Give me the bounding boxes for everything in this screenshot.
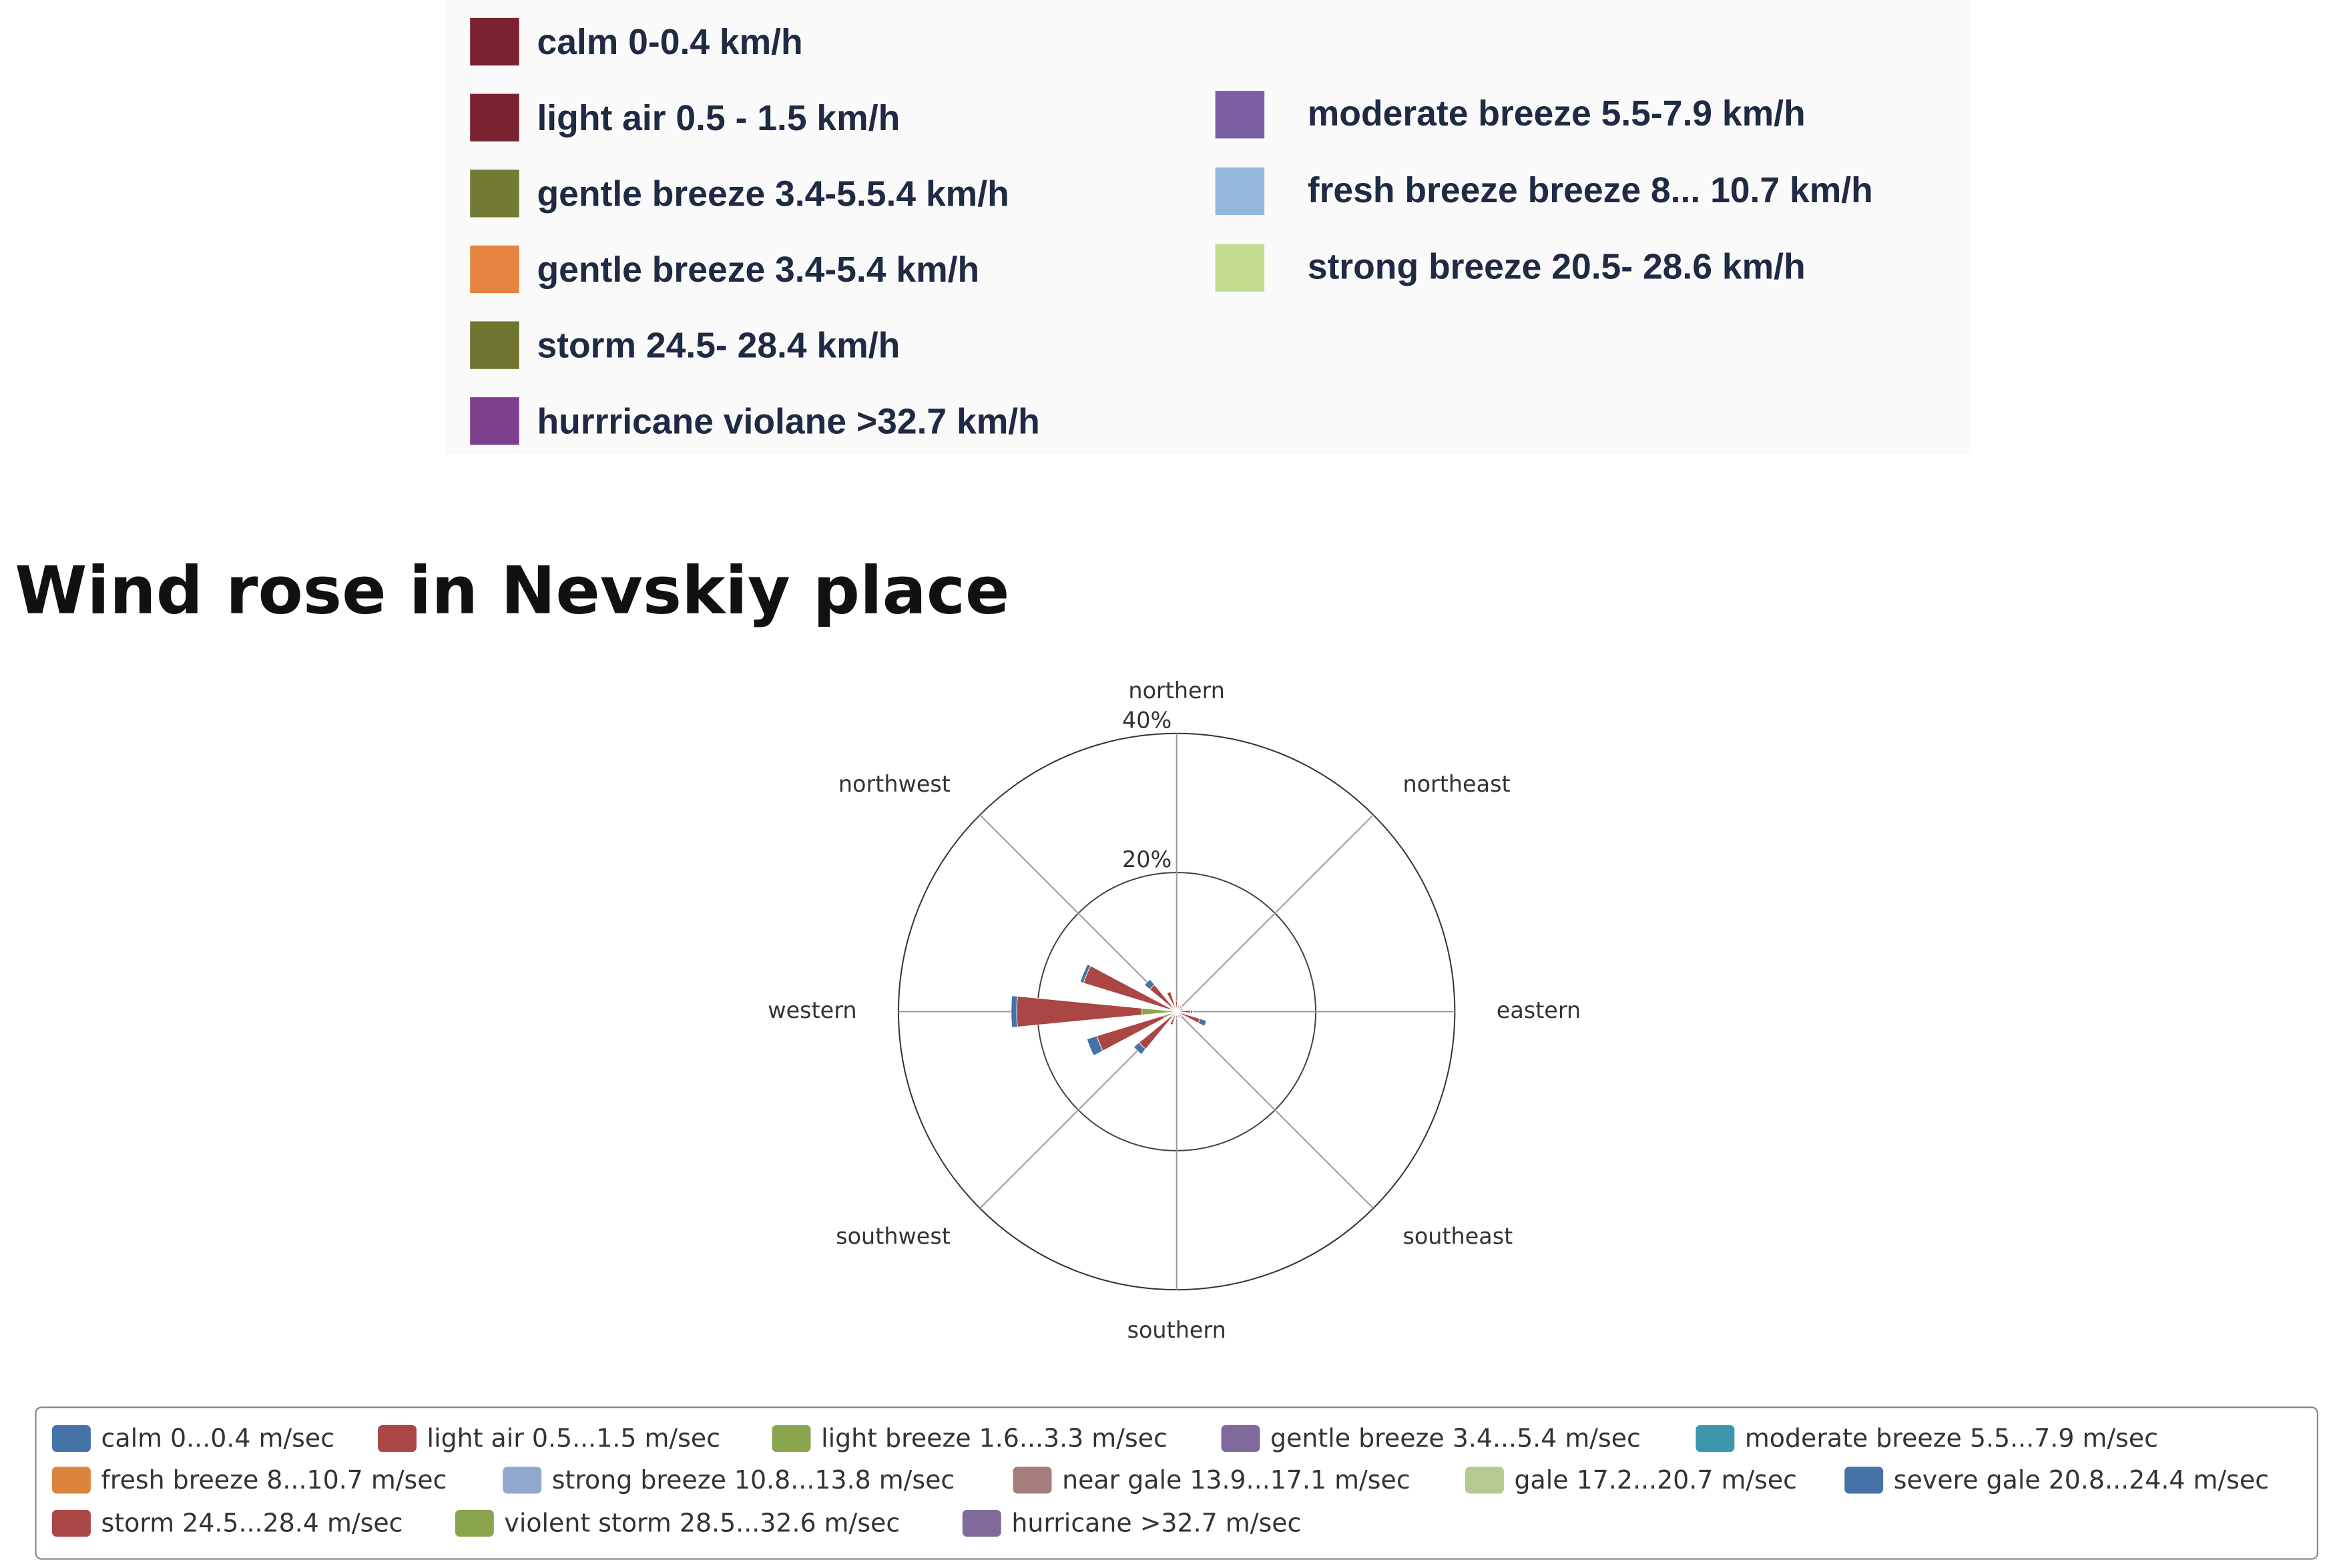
legend-swatch	[1013, 1467, 1052, 1494]
wind-sector	[1083, 965, 1172, 1010]
spoke	[1176, 1011, 1374, 1209]
legend-swatch	[378, 1424, 417, 1453]
legend-label: storm 24.5...28.4 m/sec	[101, 1509, 403, 1538]
legend-swatch	[470, 170, 519, 218]
legend-swatch	[470, 93, 519, 142]
legend-swatch	[51, 1424, 91, 1453]
legend-label: violent storm 28.5...32.6 m/sec	[504, 1509, 900, 1538]
legend-swatch	[470, 397, 519, 445]
legend-panel	[446, 0, 1971, 454]
legend-label: calm 0...0.4 m/sec	[101, 1424, 335, 1453]
radial-tick-label: 40%	[1122, 707, 1172, 733]
legend-swatch	[962, 1509, 1001, 1537]
legend-swatch	[51, 1509, 91, 1537]
wind-sector	[1181, 1006, 1183, 1008]
direction-label: southwest	[836, 1224, 951, 1250]
legend-swatch	[1215, 91, 1265, 139]
legend-swatch	[1221, 1424, 1260, 1453]
legend-box	[35, 1406, 2318, 1560]
direction-label: eastern	[1497, 997, 1581, 1023]
wind-sector	[1166, 991, 1171, 994]
direction-label: northern	[1128, 678, 1225, 704]
spoke	[1176, 814, 1374, 1013]
wind-sector	[1016, 995, 1143, 1027]
direction-label: southeast	[1402, 1224, 1513, 1250]
legend-swatch	[1215, 244, 1265, 292]
legend-label: moderate breeze 5.5...7.9 m/sec	[1745, 1424, 2158, 1453]
legend-swatch	[772, 1424, 811, 1453]
legend-swatch	[470, 245, 519, 294]
wind-sector	[1181, 1015, 1183, 1017]
wind-sector	[1143, 979, 1155, 990]
legend-label: strong breeze 20.5- 28.6 km/h	[1308, 248, 1806, 287]
wind-sector	[1178, 1017, 1180, 1019]
legend-label: gale 17.2...20.7 m/sec	[1515, 1465, 1797, 1495]
wind-sector	[1180, 1009, 1191, 1013]
direction-label: northwest	[838, 771, 951, 797]
legend-swatch	[1465, 1467, 1504, 1494]
legend-label: near gale 13.9...17.1 m/sec	[1062, 1465, 1410, 1495]
wind-sector	[1198, 1018, 1208, 1027]
legend-label: calm 0-0.4 km/h	[537, 23, 802, 62]
legend-swatch	[1696, 1424, 1735, 1453]
wind-sector	[1079, 963, 1091, 984]
direction-label: northeast	[1402, 771, 1510, 797]
legend-label: strong breeze 10.8...13.8 m/sec	[552, 1465, 955, 1495]
legend-swatch	[470, 321, 519, 369]
direction-label: southern	[1127, 1317, 1226, 1343]
legend-label: gentle breeze 3.4...5.4 m/sec	[1270, 1424, 1641, 1453]
legend-label: light breeze 1.6...3.3 m/sec	[821, 1424, 1168, 1453]
legend-swatch	[1844, 1467, 1884, 1494]
legend-label: gentle breeze 3.4-5.4 km/h	[537, 250, 979, 290]
legend-label: gentle breeze 3.4-5.5.4 km/h	[537, 174, 1009, 214]
legend-label: light air 0.5 - 1.5 km/h	[537, 99, 900, 138]
radial-tick-label: 20%	[1122, 846, 1172, 872]
legend-label: light air 0.5...1.5 m/sec	[427, 1424, 720, 1453]
legend-swatch	[455, 1509, 494, 1537]
wind-sector	[1086, 1035, 1103, 1057]
wind-sector	[1133, 1042, 1146, 1055]
wind-sector	[1182, 1008, 1184, 1010]
wind-sector	[1011, 995, 1018, 1028]
wind-sector	[1190, 1009, 1194, 1014]
legend-swatch	[1215, 167, 1265, 216]
spoke	[979, 814, 1178, 1013]
wind-sector	[1175, 1001, 1178, 1009]
legend-label: storm 24.5- 28.4 km/h	[537, 326, 900, 366]
legend-label: severe gale 20.8...24.4 m/sec	[1894, 1465, 2269, 1495]
legend-label: hurricane >32.7 m/sec	[1011, 1509, 1301, 1538]
legend-swatch	[51, 1467, 91, 1494]
direction-label: western	[768, 997, 856, 1023]
legend-label: hurrricane violane >32.7 km/h	[537, 402, 1039, 441]
legend-swatch	[503, 1467, 542, 1494]
legend-label: fresh breeze breeze 8... 10.7 km/h	[1308, 171, 1873, 210]
legend-swatch	[470, 17, 519, 66]
legend-label: fresh breeze 8...10.7 m/sec	[101, 1465, 447, 1495]
chart-title: Wind rose in Nevskiy place	[15, 553, 1009, 629]
legend-label: moderate breeze 5.5-7.9 km/h	[1308, 94, 1806, 134]
wind-sector	[1176, 1015, 1178, 1019]
